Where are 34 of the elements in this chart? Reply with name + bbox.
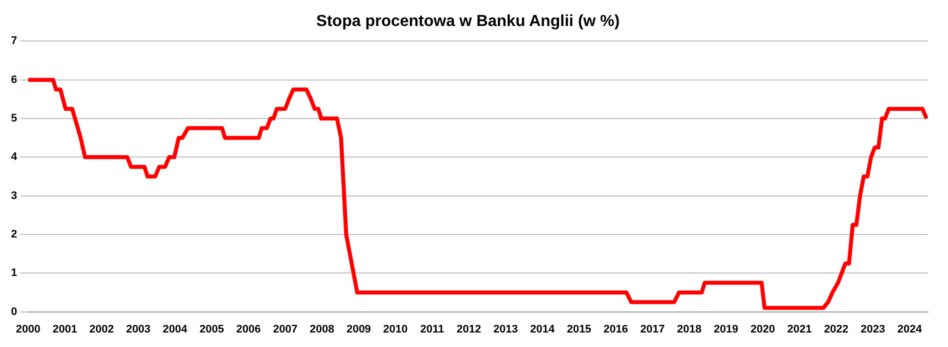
x-tick-label: 2001 (52, 323, 78, 336)
x-tick-label: 2003 (126, 323, 151, 336)
y-tick-label: 2 (10, 228, 18, 241)
x-tick-label: 2000 (16, 323, 40, 336)
y-tick-label: 3 (10, 190, 18, 202)
y-tick-label: 1 (10, 267, 18, 280)
x-tick-label: 2008 (310, 323, 334, 336)
y-tick-label: 4 (10, 151, 18, 164)
x-tick-label: 2006 (236, 323, 261, 336)
x-tick-label: 2016 (604, 323, 628, 336)
x-tick-label: 2021 (787, 323, 812, 336)
x-tick-label: 2004 (162, 323, 188, 336)
y-tick-label: 5 (10, 112, 18, 125)
y-tick-label: 6 (10, 74, 18, 86)
x-tick-label: 2010 (383, 323, 408, 336)
x-tick-label: 2005 (200, 323, 224, 336)
x-tick-label: 2023 (860, 323, 886, 336)
x-tick-label: 2002 (89, 323, 114, 336)
x-tick-label: 2011 (420, 323, 444, 336)
x-tick-label: 2019 (714, 323, 738, 336)
x-tick-label: 2012 (456, 323, 482, 336)
x-tick-label: 2014 (530, 323, 556, 336)
x-tick-label: 2015 (566, 323, 592, 336)
chart-title: Stopa procentowa w Banku Anglii (w %) (316, 13, 620, 30)
x-tick-label: 2013 (493, 323, 518, 336)
y-tick-label: 7 (10, 35, 18, 48)
x-tick-label: 2020 (750, 323, 775, 336)
x-tick-label: 2009 (346, 323, 371, 336)
x-tick-label: 2007 (272, 323, 298, 336)
x-tick-label: 2018 (677, 323, 702, 336)
y-tick-label: 0 (10, 306, 18, 318)
x-tick-label: 2022 (824, 323, 848, 336)
x-tick-label: 2017 (640, 323, 665, 336)
x-tick-label: 2024 (897, 323, 923, 336)
